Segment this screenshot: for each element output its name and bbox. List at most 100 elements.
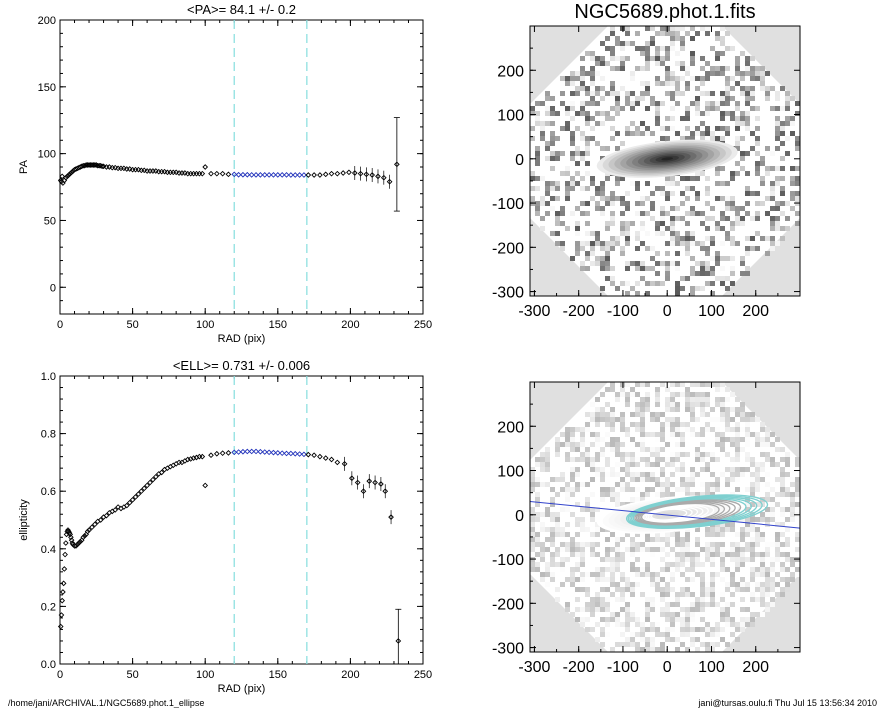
- noise-pixel: [765, 577, 770, 582]
- noise-pixel: [780, 201, 785, 206]
- noise-pixel: [735, 507, 740, 512]
- noise-pixel: [760, 477, 765, 482]
- noise-pixel: [780, 587, 785, 592]
- noise-pixel: [785, 216, 790, 221]
- noise-pixel: [765, 572, 770, 577]
- noise-pixel: [740, 562, 745, 567]
- noise-pixel: [710, 572, 715, 577]
- noise-pixel: [600, 472, 605, 477]
- noise-pixel: [530, 487, 535, 492]
- data-point: [369, 172, 376, 178]
- noise-pixel: [725, 572, 730, 577]
- noise-pixel: [705, 281, 710, 286]
- noise-pixel: [710, 482, 715, 487]
- data-point: [202, 482, 209, 489]
- noise-pixel: [650, 552, 655, 557]
- noise-pixel: [595, 542, 600, 547]
- noise-pixel: [695, 271, 700, 276]
- noise-pixel: [760, 517, 765, 522]
- noise-pixel: [745, 547, 750, 552]
- noise-pixel: [775, 522, 780, 527]
- noise-pixel: [580, 557, 585, 562]
- noise-pixel: [725, 642, 730, 647]
- noise-pixel: [715, 166, 720, 171]
- noise-pixel: [765, 96, 770, 101]
- noise-pixel: [745, 86, 750, 91]
- noise-pixel: [710, 236, 715, 241]
- noise-pixel: [635, 236, 640, 241]
- noise-pixel: [580, 517, 585, 522]
- noise-pixel: [610, 492, 615, 497]
- data-point: [121, 165, 127, 172]
- noise-pixel: [625, 452, 630, 457]
- noise-pixel: [725, 387, 730, 392]
- noise-pixel: [690, 382, 695, 387]
- noise-pixel: [775, 542, 780, 547]
- noise-pixel: [745, 417, 750, 422]
- noise-pixel: [610, 562, 615, 567]
- noise-pixel: [580, 437, 585, 442]
- noise-pixel: [705, 216, 710, 221]
- data-point: [261, 449, 268, 455]
- noise-pixel: [535, 116, 540, 121]
- noise-pixel: [710, 602, 715, 607]
- noise-pixel: [730, 582, 735, 587]
- noise-pixel: [770, 241, 775, 246]
- noise-pixel: [680, 547, 685, 552]
- noise-pixel: [690, 617, 695, 622]
- noise-pixel: [775, 592, 780, 597]
- noise-pixel: [605, 46, 610, 51]
- noise-pixel: [595, 417, 600, 422]
- x-tick-label: -100: [607, 303, 639, 320]
- noise-pixel: [530, 171, 535, 176]
- noise-pixel: [660, 447, 665, 452]
- noise-pixel: [605, 457, 610, 462]
- noise-pixel: [675, 236, 680, 241]
- noise-pixel: [655, 116, 660, 121]
- noise-pixel: [695, 261, 700, 266]
- noise-pixel: [670, 417, 675, 422]
- noise-pixel: [615, 537, 620, 542]
- noise-pixel: [690, 612, 695, 617]
- noise-pixel: [790, 96, 795, 101]
- noise-pixel: [780, 106, 785, 111]
- noise-pixel: [670, 492, 675, 497]
- noise-pixel: [735, 487, 740, 492]
- data-point: [144, 482, 150, 489]
- noise-pixel: [725, 417, 730, 422]
- noise-pixel: [765, 71, 770, 76]
- noise-pixel: [710, 417, 715, 422]
- noise-pixel: [605, 487, 610, 492]
- noise-pixel: [595, 412, 600, 417]
- noise-pixel: [725, 582, 730, 587]
- y-tick-label: 0.6: [41, 486, 56, 498]
- noise-pixel: [785, 542, 790, 547]
- noise-pixel: [750, 106, 755, 111]
- noise-pixel: [665, 402, 670, 407]
- noise-pixel: [745, 412, 750, 417]
- data-point: [225, 171, 232, 178]
- noise-pixel: [780, 512, 785, 517]
- data-point: [59, 597, 66, 604]
- noise-pixel: [730, 96, 735, 101]
- noise-pixel: [755, 467, 760, 472]
- noise-pixel: [710, 427, 715, 432]
- noise-pixel: [740, 402, 745, 407]
- data-point: [92, 521, 98, 528]
- noise-pixel: [605, 146, 610, 151]
- noise-pixel: [765, 542, 770, 547]
- noise-pixel: [795, 181, 800, 186]
- noise-pixel: [615, 437, 620, 442]
- noise-pixel: [740, 216, 745, 221]
- noise-pixel: [780, 121, 785, 126]
- noise-pixel: [615, 567, 620, 572]
- noise-pixel: [530, 472, 535, 477]
- noise-pixel: [740, 542, 745, 547]
- noise-pixel: [645, 572, 650, 577]
- noise-pixel: [630, 221, 635, 226]
- noise-pixel: [605, 196, 610, 201]
- data-point: [196, 170, 203, 177]
- noise-pixel: [695, 607, 700, 612]
- noise-pixel: [740, 51, 745, 56]
- noise-pixel: [695, 492, 700, 497]
